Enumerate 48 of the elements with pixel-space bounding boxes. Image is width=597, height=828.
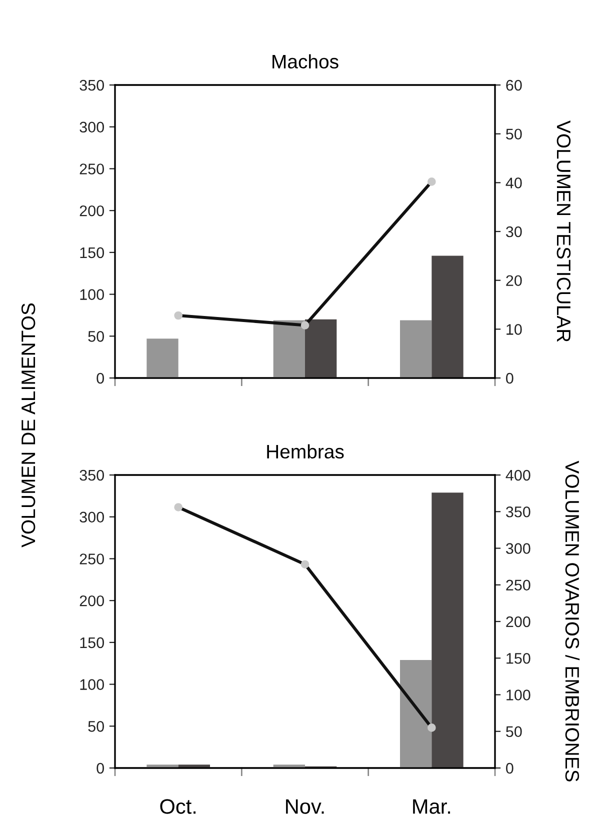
y2-tick-label: 40 (506, 178, 522, 188)
x-tick-label: Mar. (413, 799, 450, 814)
x-tick-label: Nov. (286, 799, 324, 814)
y-tick-label: 100 (80, 679, 104, 690)
y-tick-label: 250 (80, 554, 104, 564)
y2-tick-label: 300 (506, 543, 530, 554)
y-axis-title: VOLUMEN DE ALIMENTOS (21, 303, 36, 548)
y-tick-label: 200 (80, 595, 104, 606)
y-tick-label: 150 (80, 637, 104, 648)
bar (400, 320, 432, 378)
y2-tick-label: 50 (506, 128, 522, 140)
bar (432, 256, 464, 378)
y2-tick-label: 10 (506, 324, 522, 335)
y2-tick-label: 350 (506, 506, 530, 518)
y2-tick-label: 400 (506, 470, 530, 481)
bar (273, 320, 305, 378)
y-tick-label: 50 (88, 331, 104, 342)
y2-tick-label: 250 (506, 580, 530, 591)
y2-tick-label: 30 (506, 226, 522, 238)
y2-tick-label: 50 (506, 726, 522, 738)
y-tick-label: 150 (80, 247, 104, 258)
y-tick-label: 300 (80, 122, 104, 133)
y2-tick-label: 200 (506, 616, 530, 628)
y-tick-label: 0 (96, 372, 104, 384)
bar (432, 492, 464, 768)
y-tick-label: 200 (80, 205, 104, 216)
y-tick-label: 250 (80, 164, 104, 174)
y2-tick-label: 20 (506, 275, 522, 286)
y2-tick-label: 60 (506, 80, 522, 91)
bar (305, 319, 337, 378)
bar (400, 660, 432, 768)
bar (146, 338, 178, 378)
y2-axis-title: VOLUMEN OVARIOS / EMBRIONES (565, 460, 580, 782)
y-tick-label: 350 (80, 80, 104, 91)
chart-title: Machos (272, 54, 338, 69)
x-tick-label: Oct. (160, 799, 196, 814)
y-tick-label: 0 (96, 762, 104, 774)
bar (146, 764, 178, 768)
chart-title: Hembras (267, 444, 344, 459)
y-tick-label: 50 (88, 721, 104, 732)
y2-tick-label: 0 (506, 372, 514, 384)
y2-tick-label: 0 (506, 762, 514, 774)
y2-tick-label: 100 (506, 690, 530, 700)
y2-axis-title: VOLUMEN TESTICULAR (556, 120, 571, 342)
y-tick-label: 300 (80, 512, 104, 523)
y-tick-label: 100 (80, 289, 104, 300)
y2-tick-label: 150 (506, 652, 530, 664)
y-tick-label: 350 (80, 470, 104, 481)
